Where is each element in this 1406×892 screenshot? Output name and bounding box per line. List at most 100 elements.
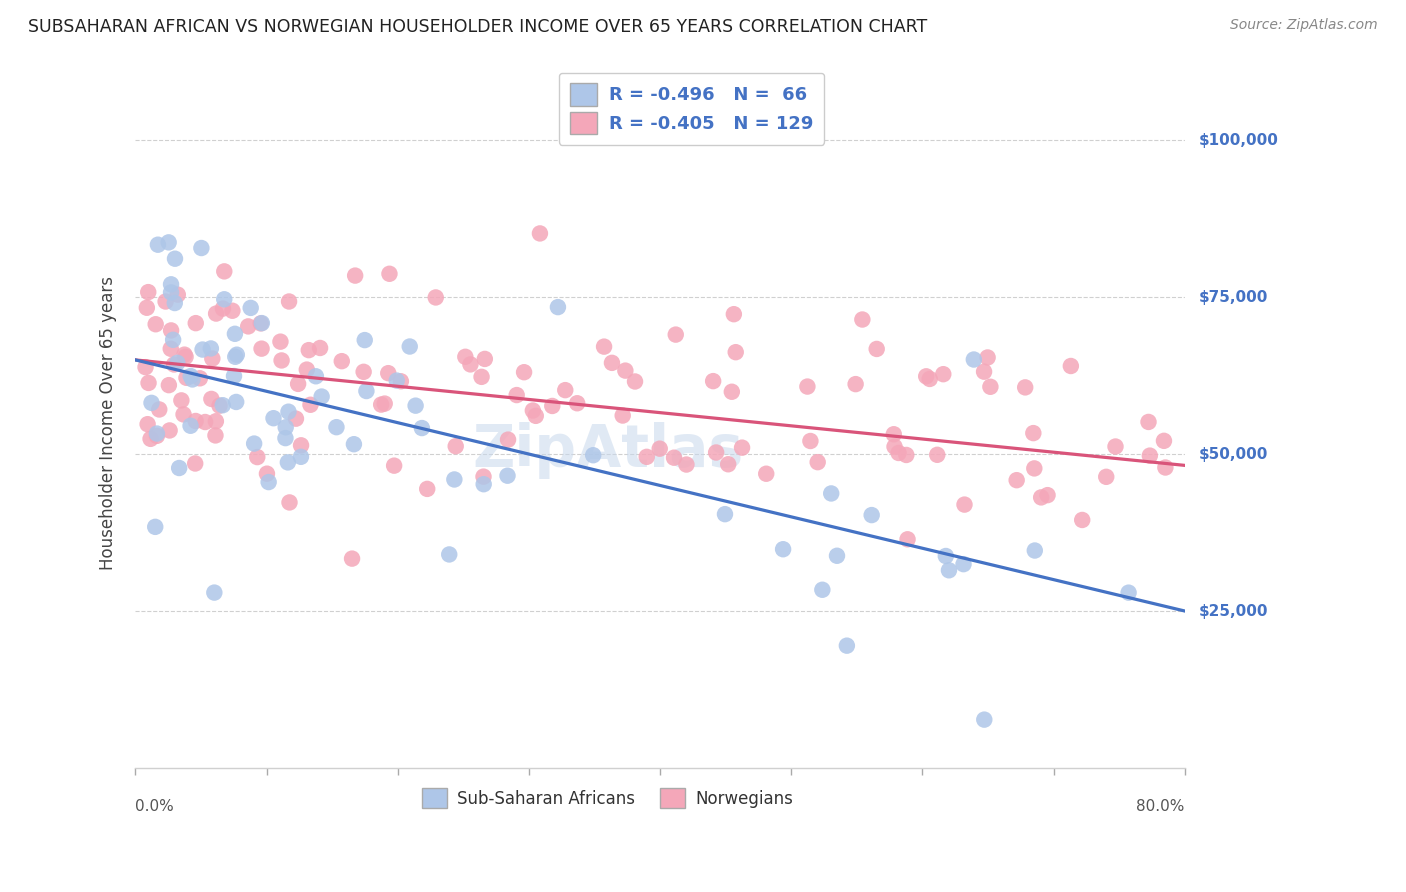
- Point: [522, 403, 544, 417]
- Point: [284, 411, 307, 425]
- Point: [344, 268, 367, 283]
- Point: [278, 495, 301, 509]
- Text: $75,000: $75,000: [1199, 290, 1268, 305]
- Point: [188, 371, 211, 385]
- Point: [239, 301, 262, 315]
- Point: [932, 367, 955, 381]
- Point: [973, 713, 995, 727]
- Point: [136, 417, 159, 432]
- Point: [377, 366, 399, 380]
- Text: $25,000: $25,000: [1199, 604, 1268, 618]
- Point: [593, 340, 616, 354]
- Point: [439, 548, 461, 562]
- Legend: Sub-Saharan Africans, Norwegians: Sub-Saharan Africans, Norwegians: [416, 781, 800, 815]
- Text: 0.0%: 0.0%: [135, 798, 174, 814]
- Point: [270, 353, 292, 368]
- Point: [295, 362, 318, 376]
- Point: [204, 428, 226, 442]
- Point: [896, 533, 918, 547]
- Point: [340, 551, 363, 566]
- Point: [299, 398, 322, 412]
- Point: [704, 445, 727, 459]
- Point: [201, 351, 224, 366]
- Point: [249, 317, 271, 331]
- Point: [200, 342, 222, 356]
- Point: [180, 369, 202, 384]
- Point: [374, 396, 396, 410]
- Point: [224, 326, 246, 341]
- Point: [212, 293, 235, 307]
- Point: [190, 241, 212, 255]
- Point: [135, 301, 157, 315]
- Point: [755, 467, 778, 481]
- Point: [717, 457, 740, 471]
- Point: [157, 235, 180, 250]
- Point: [541, 399, 564, 413]
- Point: [370, 398, 392, 412]
- Point: [212, 301, 235, 316]
- Point: [887, 446, 910, 460]
- Point: [225, 395, 247, 409]
- Point: [796, 379, 818, 393]
- Point: [325, 420, 347, 434]
- Point: [471, 369, 494, 384]
- Point: [1095, 470, 1118, 484]
- Point: [973, 365, 995, 379]
- Point: [1137, 415, 1160, 429]
- Point: [675, 458, 697, 472]
- Point: [825, 549, 848, 563]
- Point: [411, 421, 433, 435]
- Point: [157, 378, 180, 392]
- Point: [135, 360, 157, 375]
- Point: [883, 440, 905, 454]
- Point: [524, 409, 547, 423]
- Point: [554, 383, 576, 397]
- Point: [915, 369, 938, 384]
- Point: [1060, 359, 1083, 373]
- Point: [443, 473, 465, 487]
- Point: [184, 316, 207, 330]
- Point: [146, 237, 169, 252]
- Point: [250, 316, 273, 330]
- Point: [460, 358, 482, 372]
- Point: [257, 475, 280, 489]
- Point: [382, 458, 405, 473]
- Point: [883, 427, 905, 442]
- Point: [343, 437, 366, 451]
- Point: [170, 393, 193, 408]
- Point: [378, 267, 401, 281]
- Point: [269, 334, 291, 349]
- Point: [1153, 434, 1175, 448]
- Point: [277, 405, 299, 419]
- Point: [139, 432, 162, 446]
- Point: [163, 358, 186, 372]
- Point: [1031, 491, 1053, 505]
- Point: [938, 563, 960, 577]
- Point: [648, 442, 671, 456]
- Point: [143, 520, 166, 534]
- Point: [200, 392, 222, 406]
- Point: [163, 296, 186, 310]
- Point: [290, 450, 312, 464]
- Point: [205, 414, 228, 428]
- Text: ZipAtlas: ZipAtlas: [472, 422, 744, 479]
- Point: [298, 343, 321, 358]
- Point: [1036, 488, 1059, 502]
- Point: [612, 409, 634, 423]
- Point: [166, 356, 188, 370]
- Point: [305, 369, 328, 384]
- Point: [162, 333, 184, 347]
- Point: [472, 469, 495, 483]
- Point: [724, 345, 747, 359]
- Point: [807, 455, 830, 469]
- Point: [211, 398, 233, 412]
- Point: [896, 448, 918, 462]
- Point: [866, 342, 889, 356]
- Point: [665, 327, 688, 342]
- Point: [547, 300, 569, 314]
- Point: [136, 285, 159, 299]
- Point: [1104, 440, 1126, 454]
- Point: [274, 431, 297, 445]
- Point: [963, 352, 986, 367]
- Point: [723, 307, 745, 321]
